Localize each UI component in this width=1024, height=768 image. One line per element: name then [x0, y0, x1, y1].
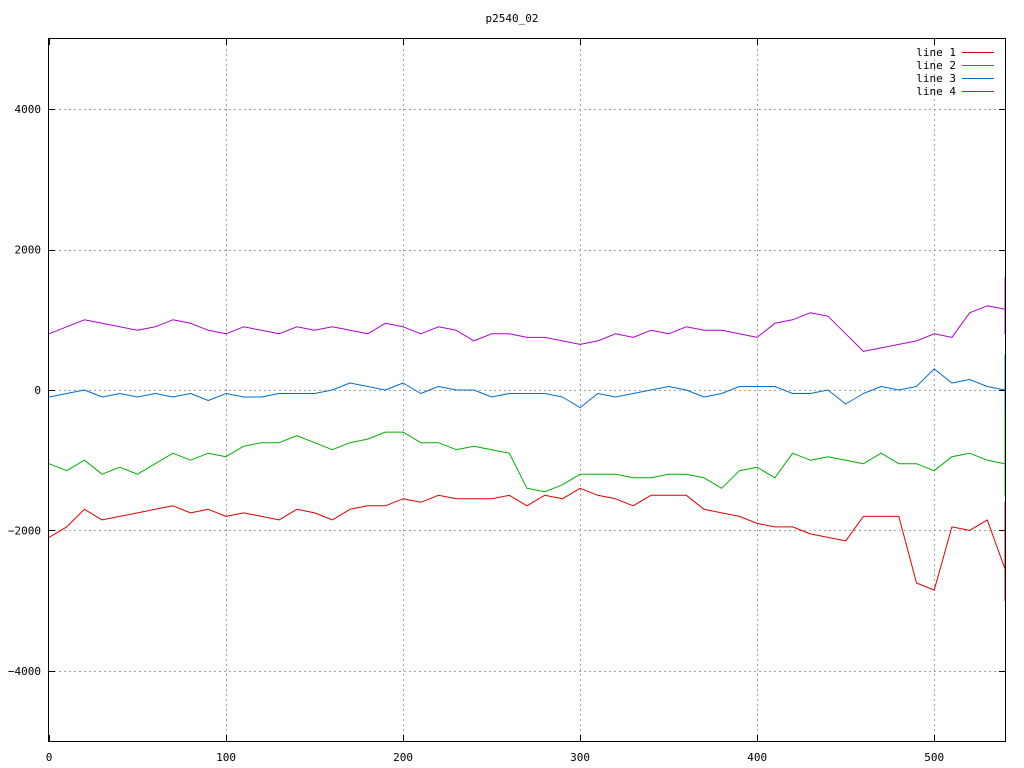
legend-label-1: line 1 — [916, 46, 956, 59]
legend-label-3: line 3 — [916, 72, 956, 85]
grid-layer — [49, 39, 1005, 741]
y-tick-label: 0 — [34, 384, 41, 397]
x-tick-label: 500 — [924, 751, 944, 764]
y-tick-label: 2000 — [15, 244, 42, 257]
series-line-1 — [48, 487, 1006, 602]
series-layer — [48, 277, 1006, 602]
chart-title: p2540_02 — [486, 12, 539, 25]
tick-layer: 0 100 200 300 400 500 −4000 −2000 0 2000 4000 — [8, 39, 1005, 764]
series-line-4 — [48, 277, 1006, 352]
x-tick-label: 300 — [570, 751, 590, 764]
y-tick-label: 4000 — [15, 103, 42, 116]
legend-label-2: line 2 — [916, 59, 956, 72]
x-tick-label: 400 — [747, 751, 767, 764]
x-tick-label: 200 — [393, 751, 413, 764]
series-line-2 — [48, 407, 1006, 496]
series-line-3 — [48, 354, 1006, 412]
plot-frame — [48, 38, 1006, 742]
legend-label-4: line 4 — [916, 85, 956, 98]
y-tick-label: −2000 — [8, 524, 41, 537]
y-tick-label: −4000 — [8, 665, 41, 678]
x-tick-label: 100 — [216, 751, 236, 764]
x-tick-label: 0 — [46, 751, 53, 764]
